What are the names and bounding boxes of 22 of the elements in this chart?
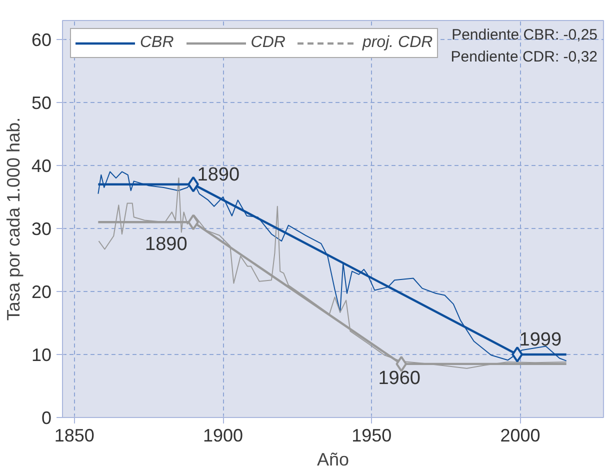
x-tick-label: 1900 (202, 426, 244, 446)
y-axis-title: Tasa por cada 1.000 hab. (3, 117, 24, 321)
x-axis-title: Año (316, 450, 350, 470)
legend-label: proj. CDR (362, 34, 433, 52)
x-tick-label: 1950 (352, 426, 392, 446)
annotation: 1890 (197, 164, 240, 186)
annotation: Pendiente CBR: -0,25 (452, 26, 598, 44)
y-tick-label: 10 (31, 344, 52, 365)
annotation: 1999 (519, 329, 562, 350)
legend-label: CDR (250, 34, 286, 52)
annotation: 1960 (378, 368, 421, 389)
y-tick-label: 20 (31, 282, 52, 302)
legend-label: CBR (140, 34, 174, 52)
annotation: 1890 (145, 234, 188, 256)
x-tick-label: 1850 (54, 426, 94, 446)
annotation: Pendiente CDR: -0,32 (450, 48, 598, 66)
y-tick-label: 40 (31, 156, 52, 176)
y-tick-label: 50 (31, 92, 52, 113)
y-tick-label: 60 (31, 30, 52, 50)
x-tick-label: 2000 (500, 426, 540, 446)
y-tick-label: 0 (41, 408, 52, 428)
y-tick-label: 30 (31, 218, 52, 239)
